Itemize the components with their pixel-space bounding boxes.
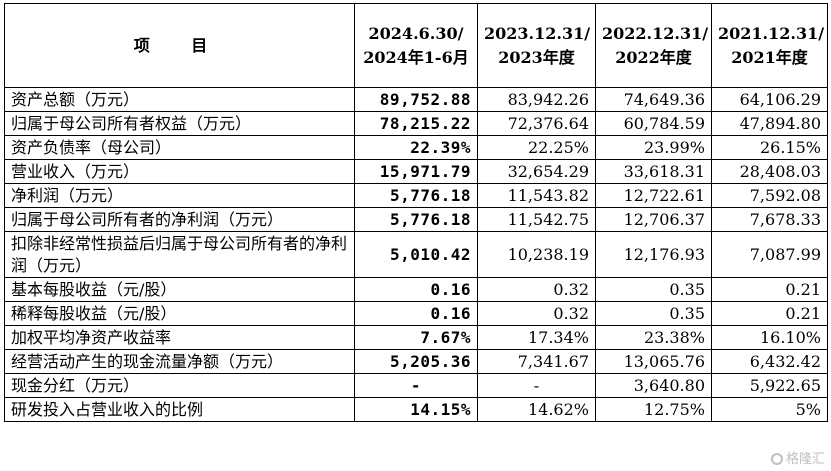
cell-value: 23.38% bbox=[595, 325, 712, 350]
table-row: 归属于母公司所有者权益（万元） 78,215.22 72,376.64 60,784.… bbox=[4, 111, 828, 136]
cell-value: 7,678.33 bbox=[711, 207, 828, 232]
cell-value: 0.35 bbox=[595, 277, 712, 302]
row-label: 净利润（万元） bbox=[4, 183, 355, 208]
cell-value: 0.16 bbox=[354, 277, 478, 302]
cell-value: - bbox=[477, 373, 596, 398]
cell-value: 5,776.18 bbox=[354, 183, 478, 208]
financial-table-container: 项 目 2024.6.30/ 2024年1-6月 2023.12.31/ 202… bbox=[4, 3, 828, 422]
header-2022: 2022.12.31/ 2022年度 bbox=[595, 3, 712, 88]
cell-value: 22.25% bbox=[477, 135, 596, 160]
header-2021: 2021.12.31/ 2021年度 bbox=[711, 3, 828, 88]
financial-summary-table: 项 目 2024.6.30/ 2024年1-6月 2023.12.31/ 202… bbox=[4, 3, 828, 422]
row-label: 扣除非经常性损益后归属于母公司所有者的净利润（万元） bbox=[4, 231, 355, 278]
table-row: 基本每股收益（元/股） 0.16 0.32 0.35 0.21 bbox=[4, 277, 828, 302]
table-row: 经营活动产生的现金流量净额（万元） 5,205.36 7,341.67 13,065.… bbox=[4, 349, 828, 374]
row-label: 稀释每股收益（元/股） bbox=[4, 301, 355, 326]
cell-value: 13,065.76 bbox=[595, 349, 712, 374]
cell-value: 0.32 bbox=[477, 277, 596, 302]
table-row: 营业收入（万元） 15,971.79 32,654.29 33,618.31 28,40… bbox=[4, 159, 828, 184]
cell-value: 11,543.82 bbox=[477, 183, 596, 208]
table-row: 资产总额（万元） 89,752.88 83,942.26 74,649.36 64,10… bbox=[4, 87, 828, 112]
watermark-logo-icon bbox=[770, 453, 783, 465]
cell-value: 5,776.18 bbox=[354, 207, 478, 232]
cell-value: 11,542.75 bbox=[477, 207, 596, 232]
cell-value: 64,106.29 bbox=[711, 87, 828, 112]
row-label: 加权平均净资产收益率 bbox=[4, 325, 355, 350]
header-2024: 2024.6.30/ 2024年1-6月 bbox=[354, 3, 478, 88]
cell-value: 72,376.64 bbox=[477, 111, 596, 136]
cell-value: 0.21 bbox=[711, 277, 828, 302]
cell-value: 33,618.31 bbox=[595, 159, 712, 184]
row-label: 基本每股收益（元/股） bbox=[4, 277, 355, 302]
cell-value: 78,215.22 bbox=[354, 111, 478, 136]
header-2023: 2023.12.31/ 2023年度 bbox=[477, 3, 596, 88]
cell-value: 7,341.67 bbox=[477, 349, 596, 374]
cell-value: 26.15% bbox=[711, 135, 828, 160]
cell-value: 17.34% bbox=[477, 325, 596, 350]
cell-value: 0.32 bbox=[477, 301, 596, 326]
table-row: 资产负债率（母公司） 22.39% 22.25% 23.99% 26.15% bbox=[4, 135, 828, 160]
cell-value: 5,205.36 bbox=[354, 349, 478, 374]
cell-value: 32,654.29 bbox=[477, 159, 596, 184]
table-row: 稀释每股收益（元/股） 0.16 0.32 0.35 0.21 bbox=[4, 301, 828, 326]
cell-value: 5% bbox=[711, 397, 828, 422]
cell-value: 14.62% bbox=[477, 397, 596, 422]
table-row: 净利润（万元） 5,776.18 11,543.82 12,722.61 7,592.0… bbox=[4, 183, 828, 208]
cell-value: 15,971.79 bbox=[354, 159, 478, 184]
cell-value: 7,087.99 bbox=[711, 231, 828, 278]
cell-value: 60,784.59 bbox=[595, 111, 712, 136]
cell-value: 47,894.80 bbox=[711, 111, 828, 136]
cell-value: 89,752.88 bbox=[354, 87, 478, 112]
cell-value: 5,922.65 bbox=[711, 373, 828, 398]
table-row: 研发投入占营业收入的比例 14.15% 14.62% 12.75% 5% bbox=[4, 397, 828, 422]
cell-value: 12,176.93 bbox=[595, 231, 712, 278]
cell-value: 28,408.03 bbox=[711, 159, 828, 184]
header-item: 项 目 bbox=[4, 3, 355, 88]
table-row: 现金分红（万元） - -3,640.80 5,922.65 bbox=[4, 373, 828, 398]
cell-value: 12.75% bbox=[595, 397, 712, 422]
row-label: 现金分红（万元） bbox=[4, 373, 355, 398]
cell-value: - bbox=[354, 373, 478, 398]
row-label: 经营活动产生的现金流量净额（万元） bbox=[4, 349, 355, 374]
cell-value: 83,942.26 bbox=[477, 87, 596, 112]
cell-value: 16.10% bbox=[711, 325, 828, 350]
cell-value: 0.35 bbox=[595, 301, 712, 326]
table-row: 归属于母公司所有者的净利润（万元） 5,776.18 11,542.75 12,706… bbox=[4, 207, 828, 232]
cell-value: 12,706.37 bbox=[595, 207, 712, 232]
cell-value: 74,649.36 bbox=[595, 87, 712, 112]
cell-value: 3,640.80 bbox=[595, 373, 712, 398]
cell-value: 23.99% bbox=[595, 135, 712, 160]
cell-value: 10,238.19 bbox=[477, 231, 596, 278]
cell-value: 6,432.42 bbox=[711, 349, 828, 374]
cell-value: 22.39% bbox=[354, 135, 478, 160]
row-label: 归属于母公司所有者的净利润（万元） bbox=[4, 207, 355, 232]
cell-value: 0.16 bbox=[354, 301, 478, 326]
row-label: 营业收入（万元） bbox=[4, 159, 355, 184]
table-row: 扣除非经常性损益后归属于母公司所有者的净利润（万元） 5,010.42 10,238… bbox=[4, 231, 828, 278]
row-label: 研发投入占营业收入的比例 bbox=[4, 397, 355, 422]
watermark-text: 格隆汇 bbox=[785, 452, 825, 467]
cell-value: 7,592.08 bbox=[711, 183, 828, 208]
row-label: 资产总额（万元） bbox=[4, 87, 355, 112]
cell-value: 0.21 bbox=[711, 301, 828, 326]
watermark: 格隆汇 bbox=[770, 448, 825, 467]
row-label: 资产负债率（母公司） bbox=[4, 135, 355, 160]
cell-value: 12,722.61 bbox=[595, 183, 712, 208]
header-row: 项 目 2024.6.30/ 2024年1-6月 2023.12.31/ 202… bbox=[4, 3, 828, 88]
cell-value: 5,010.42 bbox=[354, 231, 478, 278]
cell-value: 14.15% bbox=[354, 397, 478, 422]
table-row: 加权平均净资产收益率 7.67% 17.34% 23.38% 16.10% bbox=[4, 325, 828, 350]
row-label: 归属于母公司所有者权益（万元） bbox=[4, 111, 355, 136]
cell-value: 7.67% bbox=[354, 325, 478, 350]
